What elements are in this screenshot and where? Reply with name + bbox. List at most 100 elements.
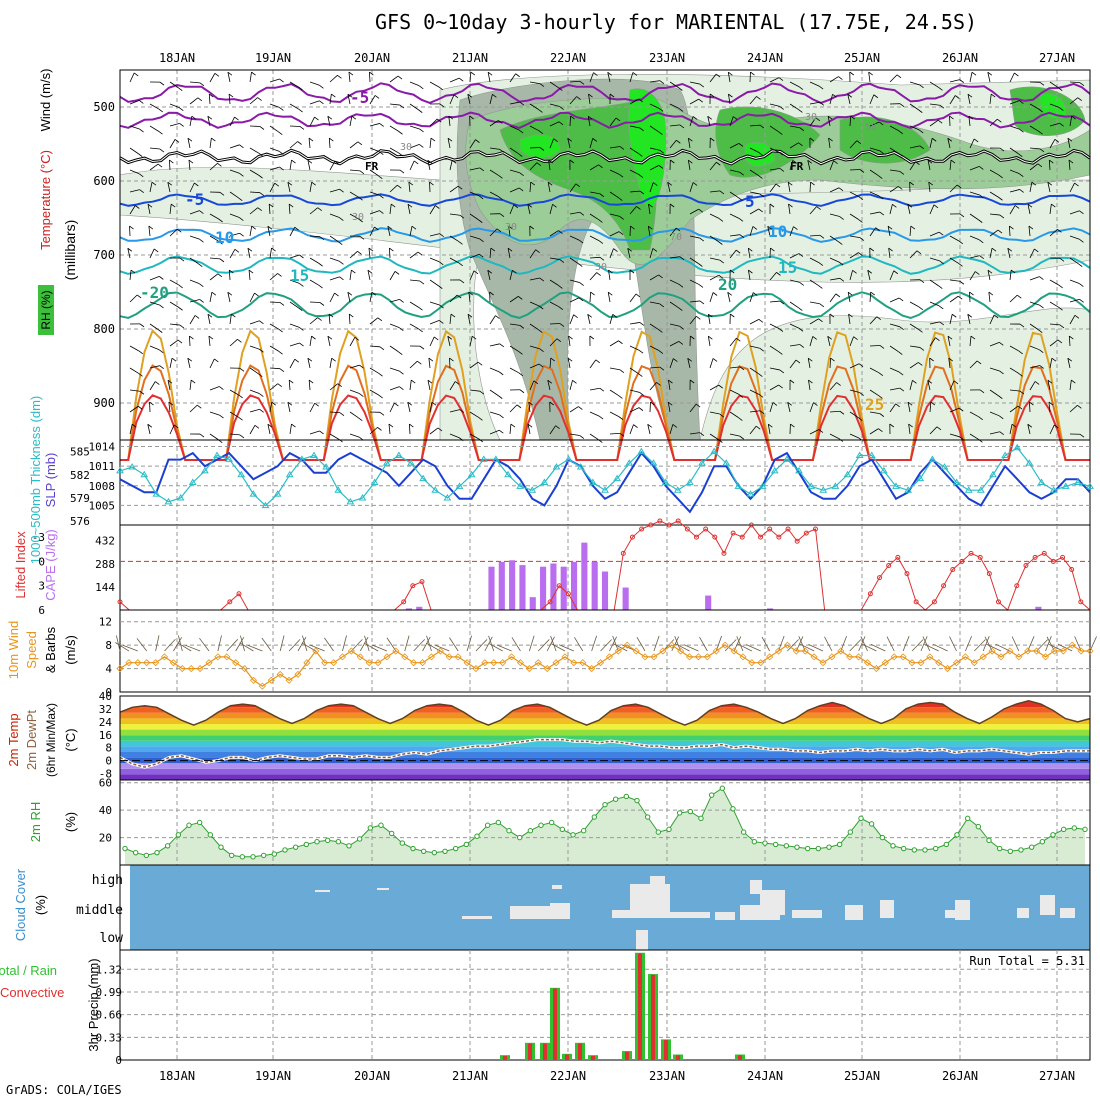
wind-barb <box>908 424 911 435</box>
wind-barb <box>675 227 681 232</box>
wind-barb <box>678 283 684 288</box>
wind-barb <box>518 351 523 355</box>
wind-barb <box>656 382 661 386</box>
wind-barb <box>309 207 318 215</box>
wind-barb <box>949 433 960 438</box>
wind-barb <box>349 411 359 418</box>
wind-barb <box>999 431 1004 436</box>
wind-barb <box>431 401 437 406</box>
wind-barb <box>171 357 177 362</box>
rh-marker <box>548 819 555 826</box>
wind-barb <box>792 160 797 164</box>
wind-barb <box>1069 210 1080 215</box>
rh-marker <box>783 843 790 849</box>
cape-tick-label: 432 <box>95 535 115 548</box>
wind-barb <box>507 247 513 252</box>
wind-barb <box>579 282 584 286</box>
wind-barb <box>709 190 720 193</box>
wind-barb <box>454 381 460 385</box>
wind-barb <box>927 159 933 164</box>
wind-barb <box>889 147 899 154</box>
wind-barb <box>558 230 563 234</box>
wind-barb <box>347 93 353 98</box>
wind-barb <box>459 409 464 413</box>
rh-marker <box>559 826 566 833</box>
wind-barb <box>969 255 980 259</box>
wind-barb <box>638 153 643 157</box>
rh-legend-swatch <box>38 285 54 335</box>
wind-barb <box>716 161 721 166</box>
rh-marker <box>836 841 843 848</box>
chart-title: GFS 0~10day 3-hourly for MARIENTAL (17.7… <box>375 10 978 34</box>
wind-barb <box>799 282 804 286</box>
wind-barb <box>629 125 640 129</box>
wind-barb <box>989 411 1000 417</box>
wind-barb <box>179 123 184 127</box>
wind-barb <box>439 320 444 324</box>
wind-barb <box>829 235 839 242</box>
wind-barb <box>809 181 811 193</box>
wind-barb <box>569 406 579 413</box>
wind-barb <box>769 300 780 303</box>
wind-barb <box>549 425 556 435</box>
wind-barb <box>529 301 540 307</box>
wind-barb <box>418 109 423 113</box>
wind-barb <box>909 250 918 259</box>
wind-barb <box>298 307 303 311</box>
wind-barb <box>907 203 913 208</box>
wind-barb <box>729 143 740 149</box>
wind-barb <box>269 182 276 193</box>
wind-barb <box>658 165 664 169</box>
wind-barb <box>339 276 344 281</box>
wind-barb <box>1049 339 1059 347</box>
wind-barb <box>329 383 338 391</box>
wind-barb <box>498 395 503 399</box>
wind-barb <box>633 424 638 428</box>
wind-barb <box>698 263 703 267</box>
wind-barb <box>194 182 199 187</box>
wind-barb <box>199 299 204 303</box>
wind-barb <box>829 313 835 318</box>
li-marker <box>776 534 782 540</box>
wind-barb <box>169 228 178 237</box>
wind-barb <box>829 76 839 83</box>
wind-barb <box>1048 401 1054 406</box>
wind-barb <box>769 183 777 193</box>
wind-barb <box>749 345 760 349</box>
wind-barb <box>669 301 679 308</box>
wind-barb <box>308 379 314 384</box>
wind-barb <box>967 94 971 105</box>
cloud-layer-label: middle <box>76 903 123 918</box>
wind-barb <box>429 257 440 263</box>
wind-barb <box>596 272 601 276</box>
wind-barb <box>258 174 263 179</box>
wind-barb <box>249 292 255 303</box>
wind-barb <box>257 97 262 101</box>
wind-barb <box>589 359 597 369</box>
wind-barb <box>479 167 485 172</box>
wind-barb <box>219 414 224 419</box>
wind-barb <box>1029 323 1039 330</box>
wind-barb <box>214 358 219 363</box>
wind-barb <box>498 196 504 201</box>
wind-speed-marker <box>481 659 489 667</box>
isotherm-line <box>119 111 1091 129</box>
cloud-bar <box>1017 908 1029 918</box>
wind-barb <box>197 97 203 102</box>
wind-barb <box>239 144 244 149</box>
wind-barb <box>148 225 154 230</box>
wind-speed-marker <box>249 676 258 684</box>
rh-marker <box>975 823 982 830</box>
wind-speed-marker <box>401 653 409 661</box>
wind-barb <box>449 294 458 303</box>
wind-barb <box>209 358 215 369</box>
wind-barb <box>409 125 420 130</box>
wind-barb <box>1058 87 1063 91</box>
rh-contour-label: 30 <box>400 142 412 153</box>
wind-barb <box>379 123 384 127</box>
wind-barb <box>469 389 480 392</box>
temp-color-band <box>120 768 1090 775</box>
wind-barb <box>509 424 512 435</box>
wind-barb <box>217 635 222 652</box>
wind-barb <box>1029 345 1040 351</box>
